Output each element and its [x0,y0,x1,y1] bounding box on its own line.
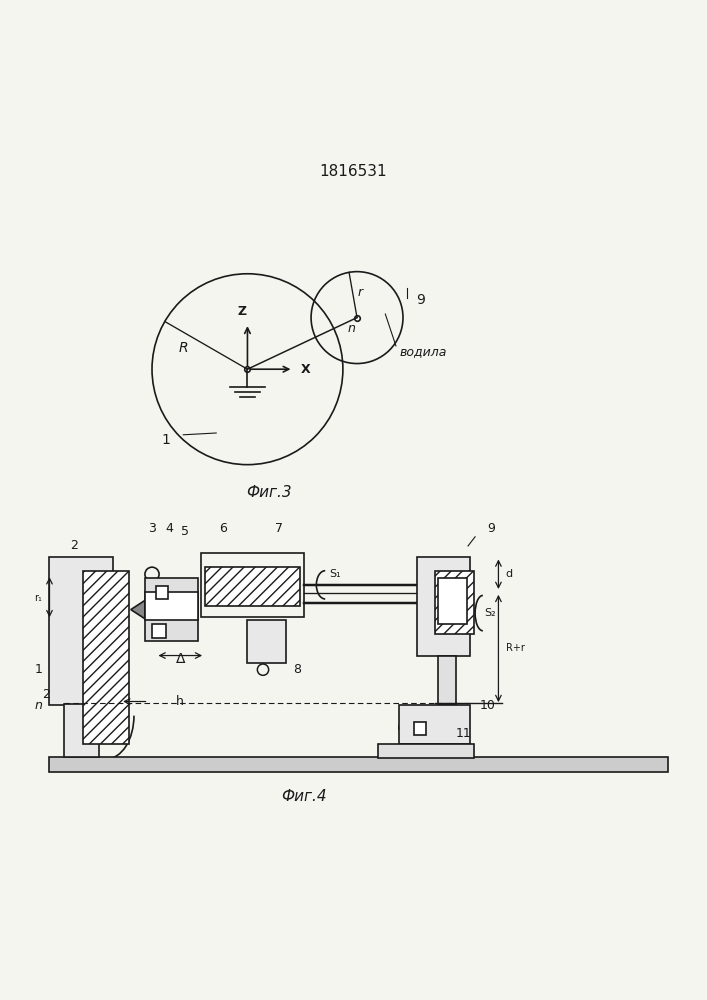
Text: S₂: S₂ [484,608,496,618]
Text: X: X [300,363,310,376]
Bar [152,624,166,638]
Text: r: r [358,286,363,299]
Bar [205,567,300,606]
Bar [247,620,286,663]
Text: 4: 4 [165,522,174,535]
Polygon shape [131,600,145,619]
Text: d: d [506,569,513,579]
Bar [435,571,474,634]
Bar [83,571,129,744]
Text: водила: водила [399,345,447,358]
Text: 6: 6 [218,522,227,535]
Bar [438,578,467,624]
Text: 5: 5 [181,525,189,538]
Bar [378,744,474,758]
Text: 3: 3 [148,522,156,535]
Bar [145,578,198,641]
Text: 9: 9 [487,522,496,535]
Text: Фиг.4: Фиг.4 [281,789,327,804]
Bar [414,722,426,735]
Bar [417,557,470,656]
Text: 10: 10 [480,699,496,712]
Bar [49,757,668,772]
Text: Фиг.3: Фиг.3 [246,485,291,500]
Text: 7: 7 [275,522,284,535]
Bar [145,592,198,620]
Text: 1816531: 1816531 [320,164,387,179]
Text: 1: 1 [35,663,43,676]
Text: n: n [35,699,43,712]
Text: n: n [347,322,356,335]
Text: 9: 9 [416,293,425,307]
Text: 8: 8 [293,663,301,676]
Text: 2: 2 [42,688,50,701]
Text: Δ: Δ [175,652,185,666]
Text: R+r: R+r [506,643,525,653]
Bar [201,553,304,617]
Bar [156,586,168,599]
Text: 2: 2 [70,539,78,552]
Text: h: h [176,695,185,708]
Text: 1: 1 [162,433,170,447]
Bar [49,557,113,705]
Bar [399,705,470,744]
Bar [64,704,99,757]
Text: R: R [179,341,189,355]
Text: S₁: S₁ [329,569,340,579]
Text: Z: Z [238,305,246,318]
Text: r₁: r₁ [35,593,42,603]
Bar [438,656,456,705]
Text: 11: 11 [455,727,471,740]
